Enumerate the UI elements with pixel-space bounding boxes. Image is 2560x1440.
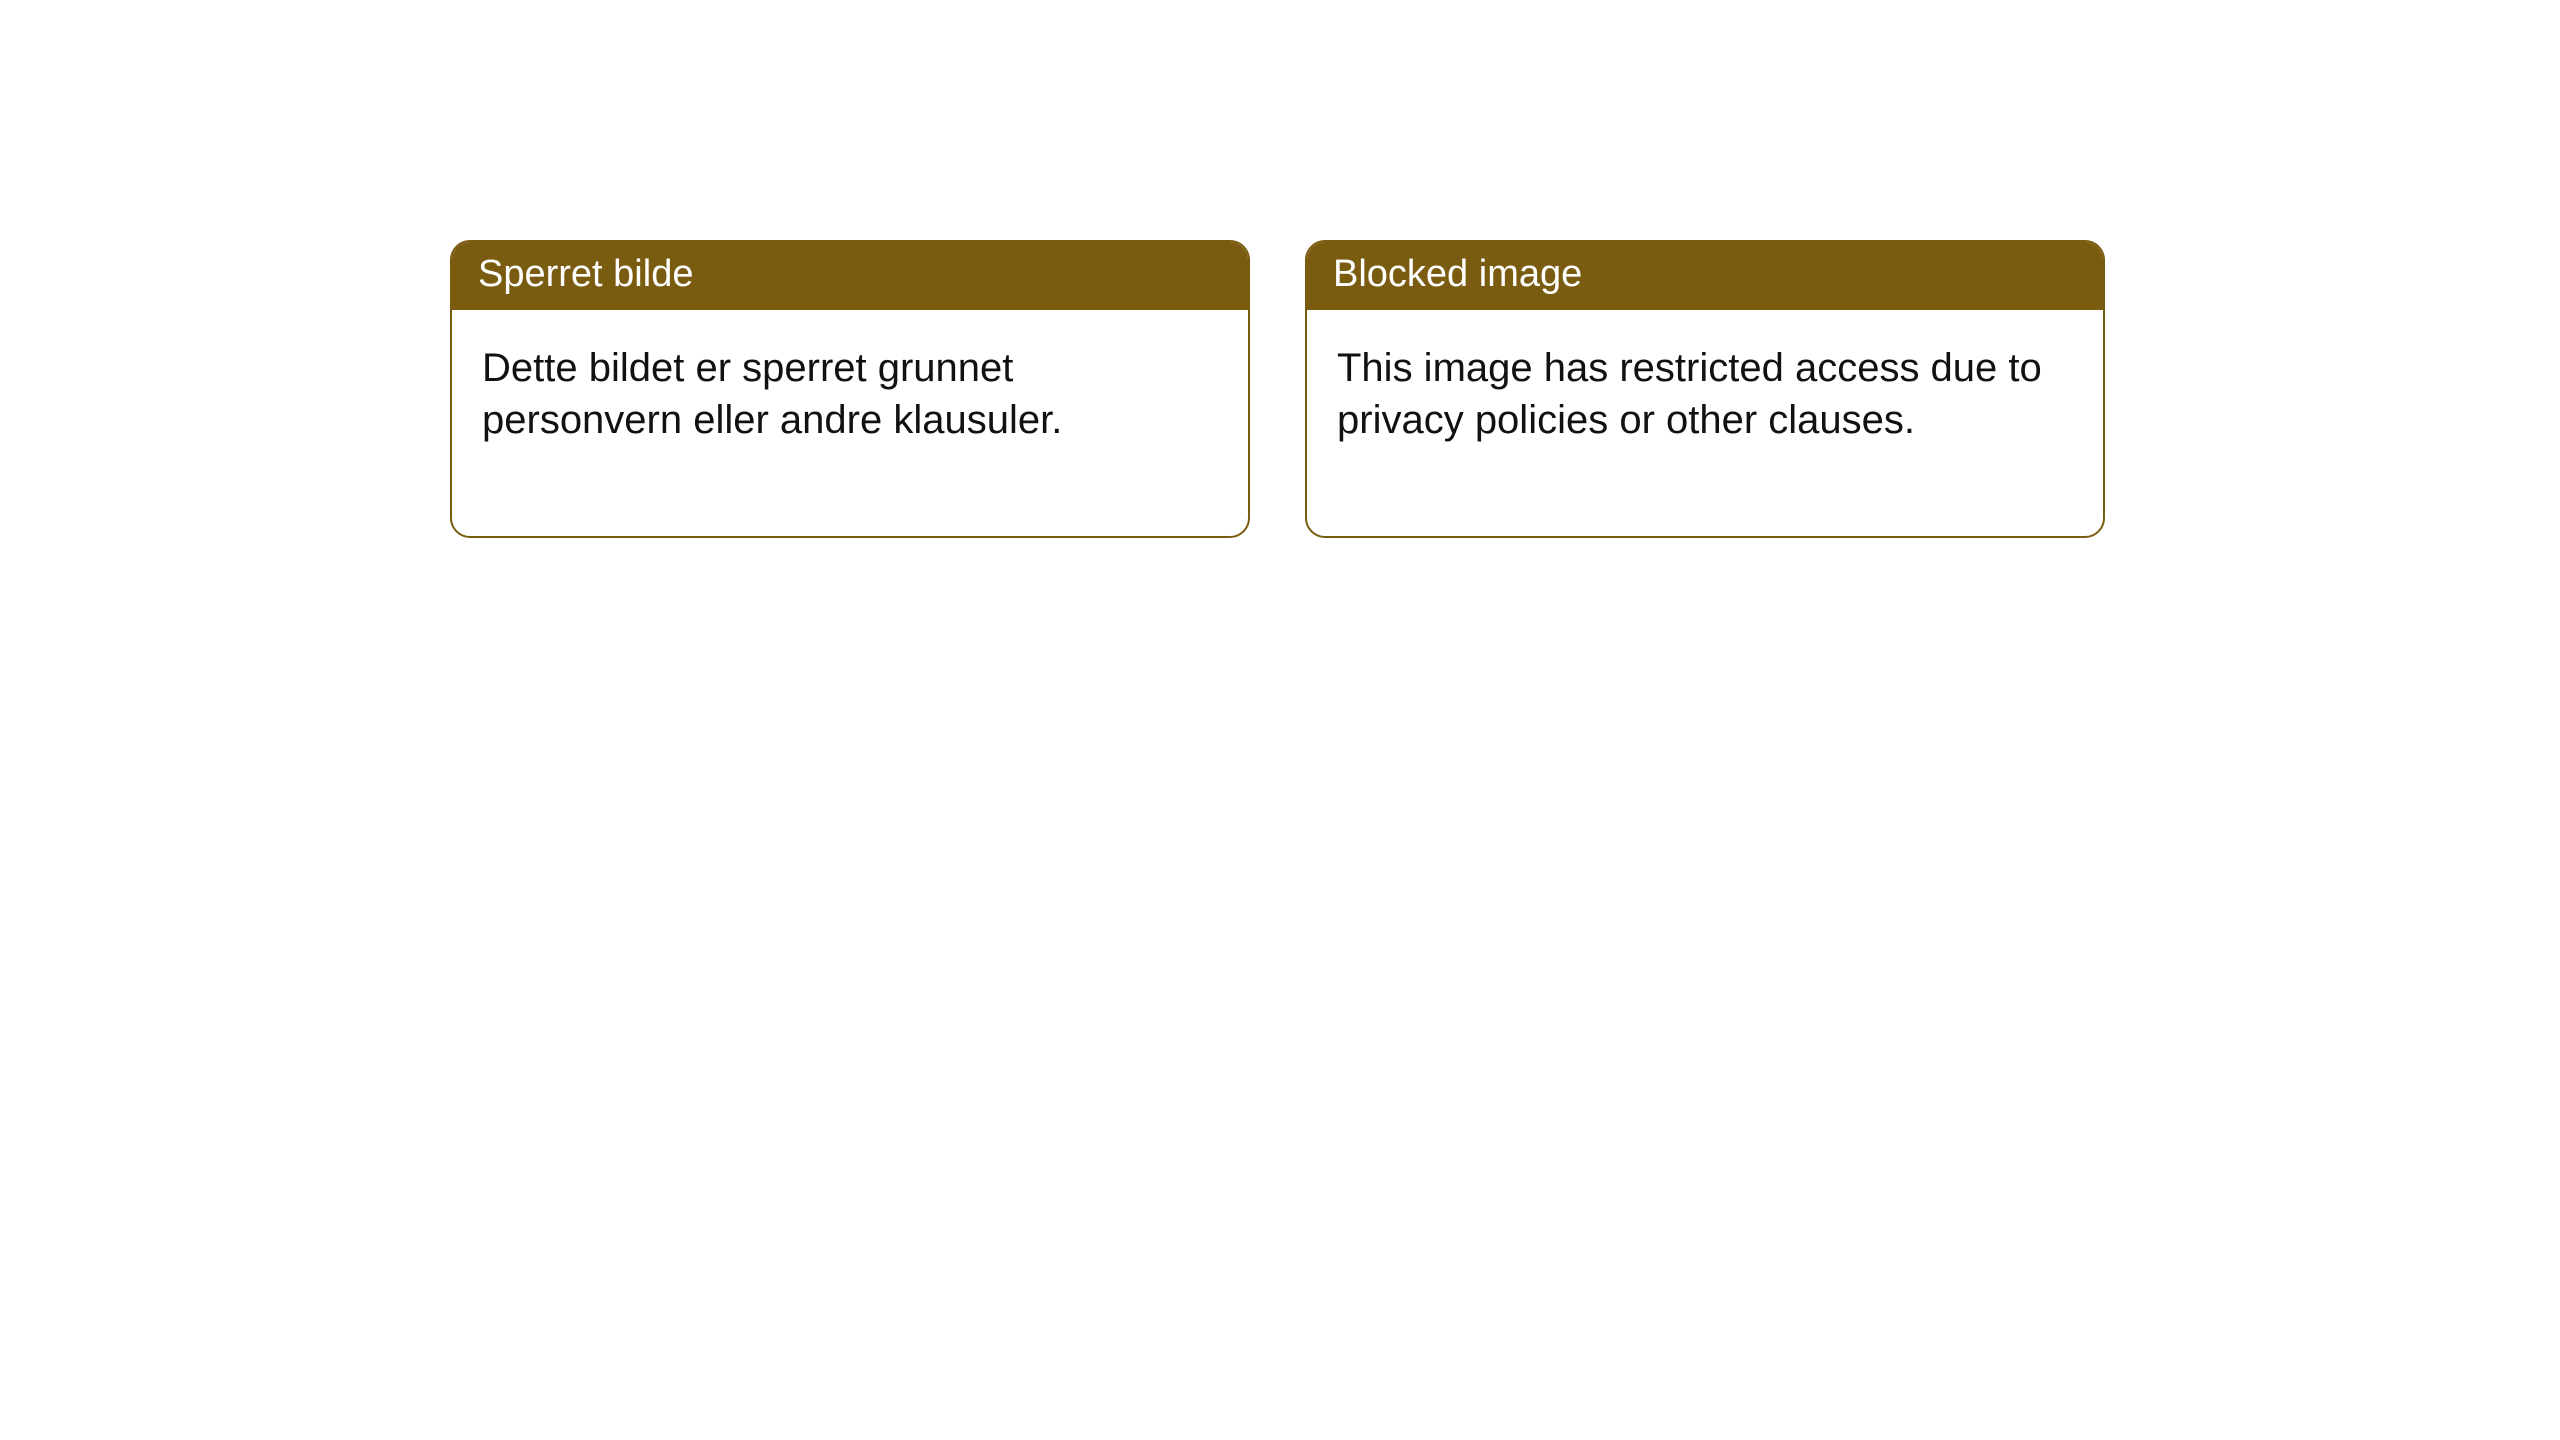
notice-title-norwegian: Sperret bilde xyxy=(452,242,1248,310)
notice-card-norwegian: Sperret bilde Dette bildet er sperret gr… xyxy=(450,240,1250,538)
notice-body-english: This image has restricted access due to … xyxy=(1307,310,2103,536)
notice-title-english: Blocked image xyxy=(1307,242,2103,310)
notice-container: Sperret bilde Dette bildet er sperret gr… xyxy=(450,240,2105,538)
notice-body-norwegian: Dette bildet er sperret grunnet personve… xyxy=(452,310,1248,536)
notice-card-english: Blocked image This image has restricted … xyxy=(1305,240,2105,538)
